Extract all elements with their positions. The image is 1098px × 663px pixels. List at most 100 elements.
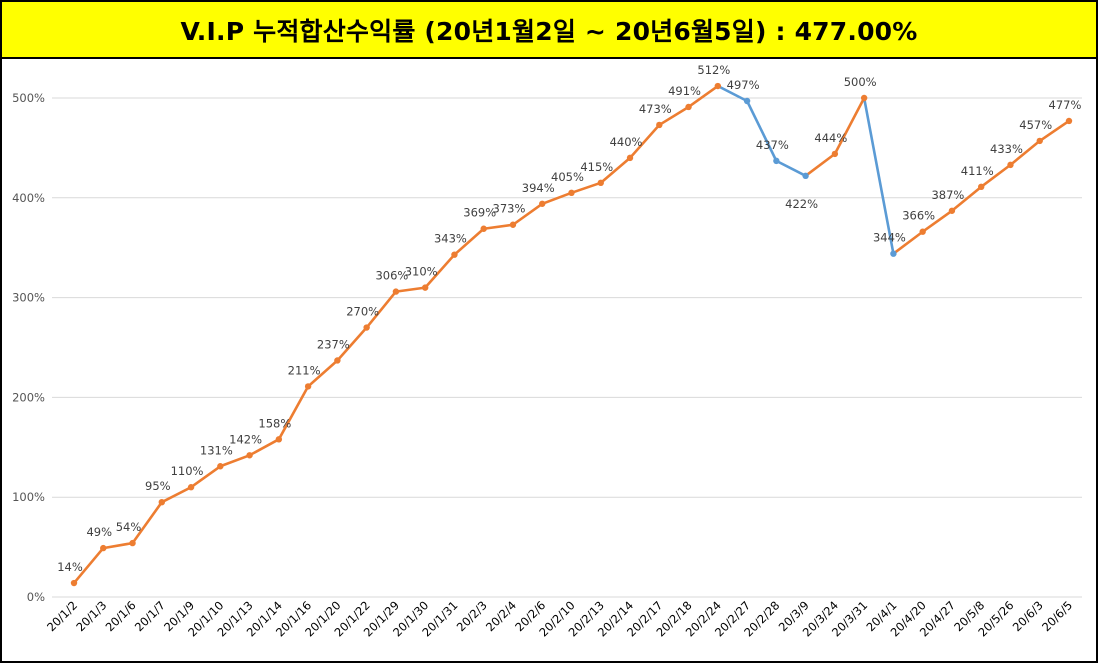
series-segment [482,223,515,231]
data-label: 387% [931,188,964,202]
data-label: 131% [200,443,233,457]
data-point [187,484,195,491]
series-segment [862,96,895,255]
data-point [714,82,722,90]
title-bar: V.I.P 누적합산수익률 (20년1월2일 ~ 20년6월5일) : 477.… [2,2,1096,59]
data-point [509,221,517,228]
data-label: 310% [405,265,438,279]
series-segment [1009,139,1042,167]
series-segment [657,105,690,127]
data-point [70,579,78,587]
series-segment [248,438,281,457]
data-label: 366% [902,209,935,223]
data-point [217,463,224,470]
data-label: 373% [493,202,526,216]
data-point [451,251,458,258]
series-segment [716,84,749,103]
data-point [919,228,926,235]
data-point [773,157,780,165]
data-label: 405% [551,170,584,184]
data-label: 473% [639,102,672,116]
data-label: 422% [785,197,818,211]
data-label: 433% [990,142,1023,156]
data-point [685,103,692,111]
series-segment [189,464,222,489]
x-tick-label: 20/1/2 [44,598,80,634]
data-label: 500% [844,75,877,89]
data-point [539,200,546,207]
data-point [275,436,283,443]
data-point [158,498,165,506]
y-tick-label: 200% [12,390,45,404]
data-label: 411% [961,164,994,178]
series-segment [892,230,924,255]
data-point [421,284,429,291]
data-point [392,288,400,295]
data-point [656,121,663,129]
data-label: 457% [1019,118,1052,132]
data-label: 270% [346,305,379,319]
y-tick-label: 100% [12,490,45,504]
data-label: 477% [1049,98,1082,112]
data-label: 211% [288,363,321,377]
data-point [246,452,253,459]
series-segment [101,541,134,550]
data-label: 237% [317,337,350,351]
series-segment [599,156,632,185]
data-point [831,150,839,158]
data-label: 497% [727,78,760,92]
x-tick-label: 20/6/3 [1010,598,1046,634]
data-point [480,225,487,232]
data-label: 491% [668,84,701,98]
series-segment [131,500,164,545]
data-label: 512% [697,63,730,77]
data-label: 369% [463,206,496,220]
series-segment [833,96,866,156]
data-label: 142% [229,432,262,446]
series-segment [394,286,427,293]
data-label: 437% [756,138,789,152]
y-tick-label: 500% [12,91,45,105]
data-point [1036,137,1043,145]
data-point [568,189,575,197]
series-segment [687,84,720,109]
data-point [948,207,956,214]
y-tick-label: 0% [27,590,45,604]
series-segment [72,546,105,585]
data-point [743,97,751,105]
y-tick-label: 400% [12,191,45,205]
series-segment [511,202,544,227]
series-segment [921,209,954,234]
series-segment [453,227,486,256]
series-segment [540,191,573,206]
data-point [304,383,312,390]
series-segment [306,359,339,388]
x-tick-label: 20/6/5 [1039,598,1075,634]
data-point [363,324,370,331]
data-point [1007,161,1014,169]
x-tick-label: 20/2/3 [454,598,490,634]
data-label: 14% [57,560,83,574]
data-point [978,183,985,191]
data-label: 158% [258,416,291,430]
chart-title: V.I.P 누적합산수익률 (20년1월2일 ~ 20년6월5일) : 477.… [180,16,918,46]
x-tick-label: 20/1/3 [73,598,109,634]
data-point [626,154,634,162]
data-label: 440% [610,135,643,149]
series-segment [219,453,251,468]
series-segment [570,181,603,195]
series-segment [745,99,778,163]
series-segment [160,485,193,504]
data-point [597,179,604,187]
data-label: 343% [434,232,467,246]
data-label: 344% [873,231,906,245]
x-tick-label: 20/2/4 [483,598,519,634]
data-label: 95% [145,479,171,493]
series-segment [423,253,456,289]
data-label: 394% [522,181,555,195]
series-segment [1038,119,1071,143]
series-segment [365,290,398,329]
data-label: 110% [171,464,204,478]
